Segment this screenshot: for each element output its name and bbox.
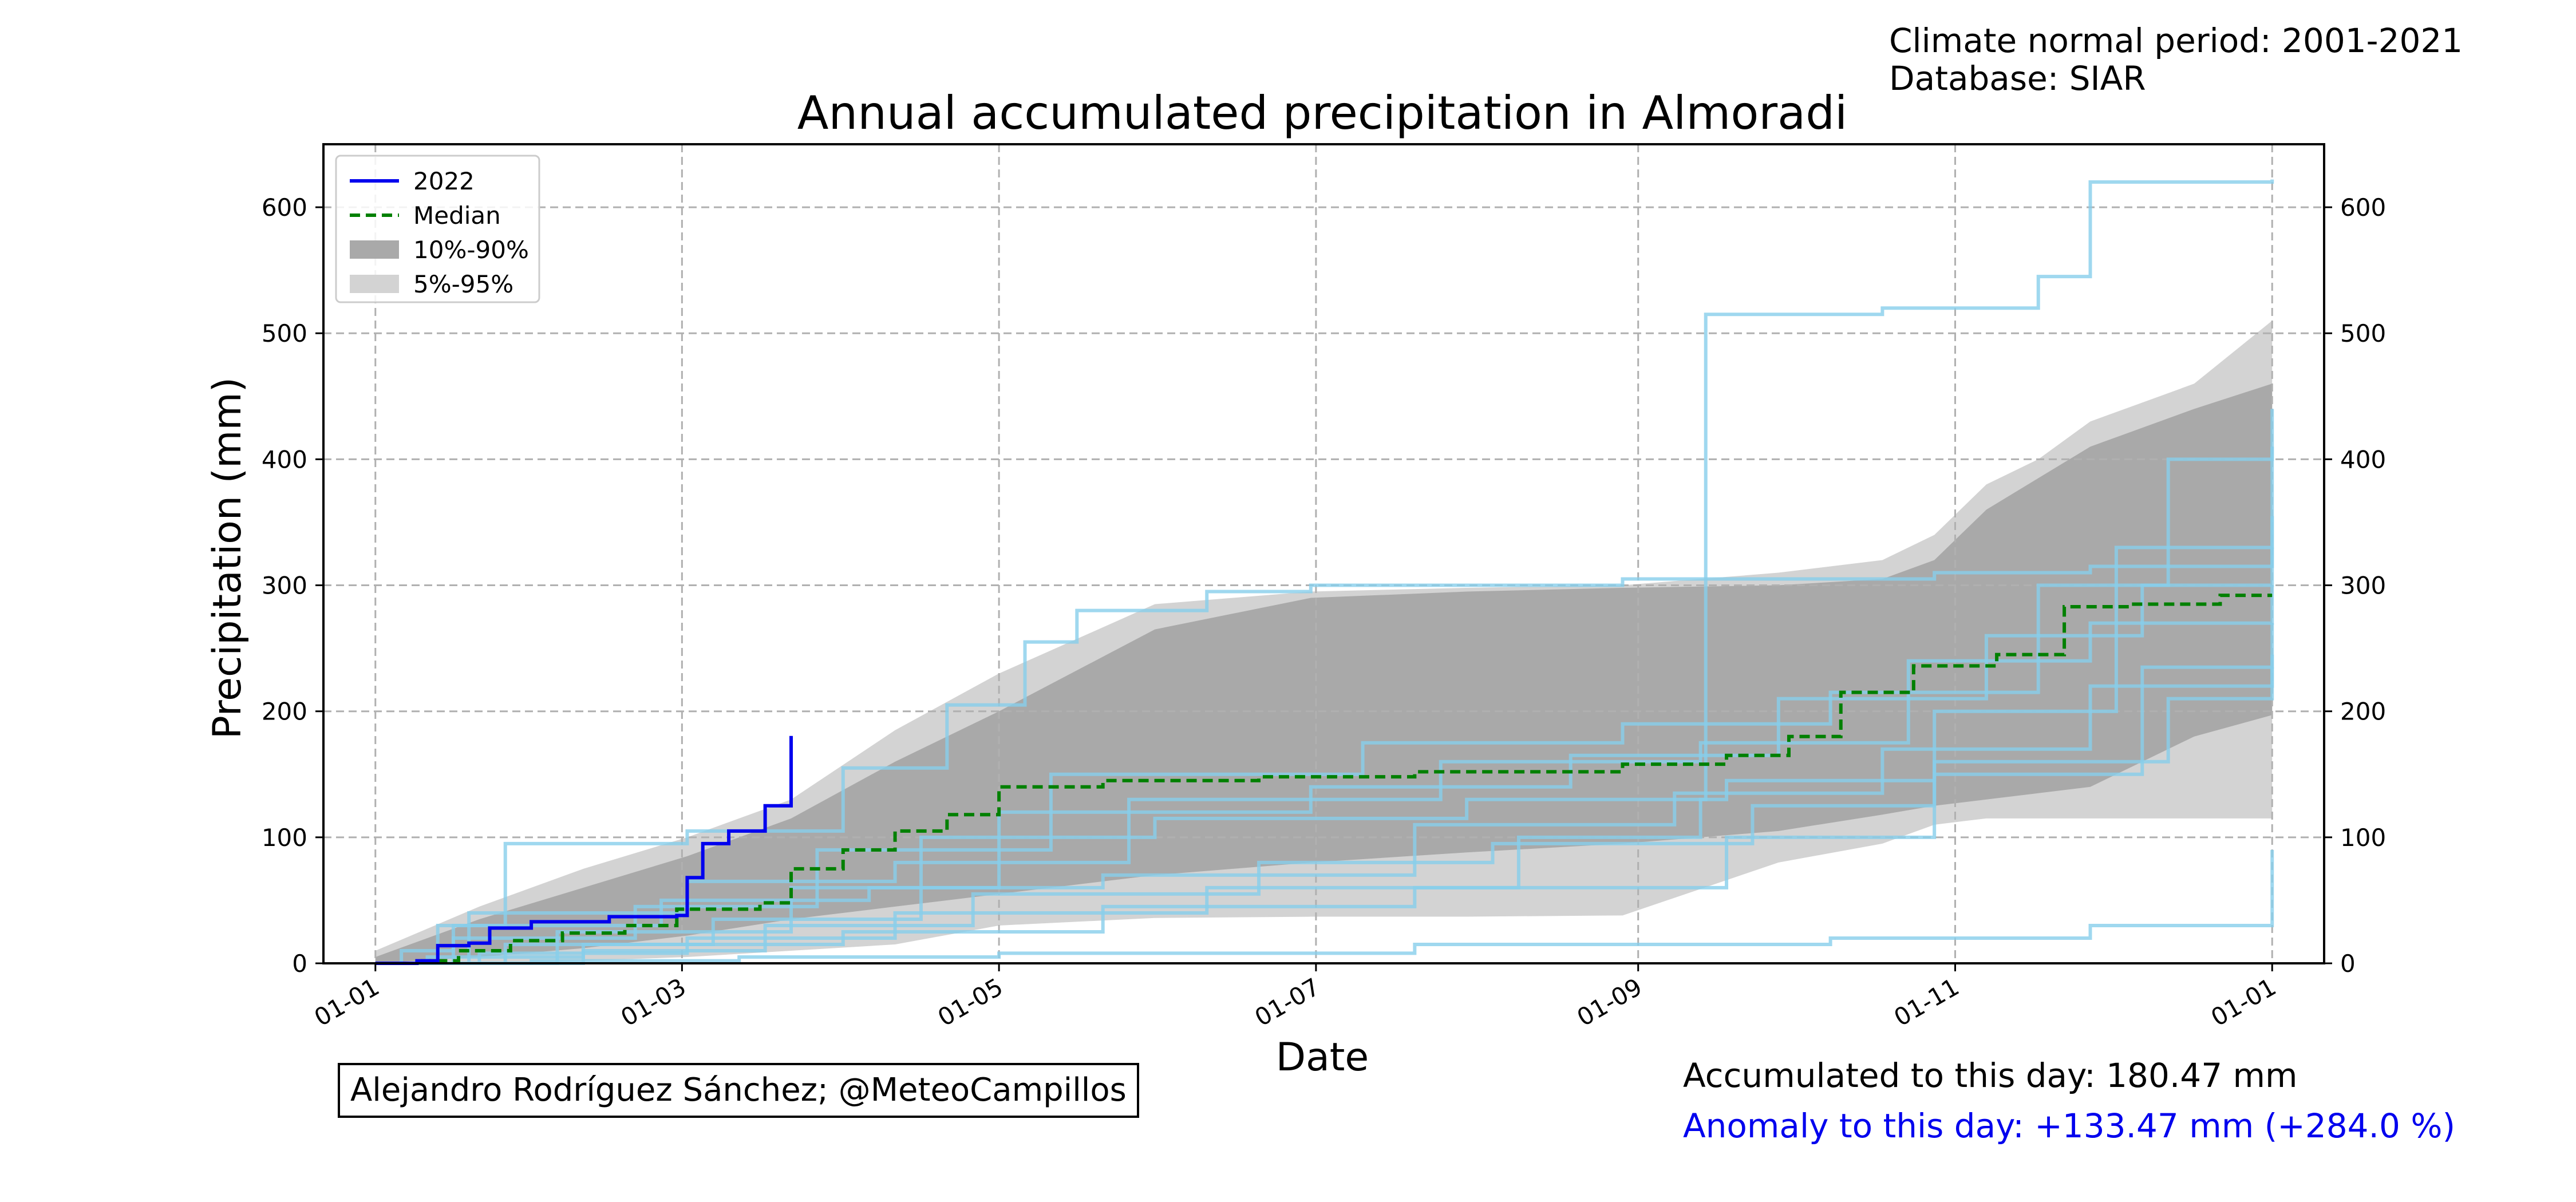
legend-swatch-10-90: [350, 240, 399, 259]
y-tick-label-right: 300: [2340, 572, 2386, 600]
y-tick-label: 300: [262, 572, 307, 600]
x-tick-label: 01-05: [933, 972, 1008, 1031]
history-line: [375, 623, 2274, 965]
line-2022: [375, 736, 793, 965]
anomaly-text: Anomaly to this day: +133.47 mm (+284.0 …: [1683, 1106, 2456, 1145]
chart-title: Annual accumulated precipitation in Almo…: [797, 86, 1847, 140]
x-tick-label: 01-09: [1573, 972, 1647, 1031]
credit-box: Alejandro Rodríguez Sánchez; @MeteoCampi…: [338, 1063, 1139, 1118]
y-tick-label-right: 100: [2340, 824, 2386, 852]
y-axis-label: Precipitation (mm): [205, 377, 250, 739]
history-line: [375, 409, 2274, 965]
history-line: [375, 516, 2274, 965]
y-tick-label-right: 500: [2340, 319, 2386, 347]
y-tick-label: 100: [262, 824, 307, 852]
plot-area: 0 0 100 100 200 200 300 300 400 400 500 500 600 600 01…: [262, 143, 2386, 1032]
climate-period-text: Climate normal period: 2001-2021: [1889, 21, 2463, 60]
band-10-90: [375, 383, 2273, 963]
legend-box: [335, 155, 540, 303]
legend-label: 2022: [413, 167, 475, 195]
y-tick-label: 500: [262, 319, 307, 347]
y-tick-label-right: 200: [2340, 698, 2386, 726]
y-tick-label: 0: [292, 950, 307, 978]
legend-label: 10%-90%: [413, 236, 529, 264]
accumulated-text: Accumulated to this day: 180.47 mm: [1683, 1056, 2298, 1095]
x-tick-label: 01-07: [1250, 972, 1325, 1031]
median-line: [375, 594, 2273, 965]
database-text: Database: SIAR: [1889, 59, 2146, 98]
legend-label: 5%-95%: [413, 270, 513, 298]
history-line: [375, 849, 2274, 965]
y-tick-label-right: 0: [2340, 950, 2356, 978]
y-tick-label-right: 400: [2340, 445, 2386, 473]
x-tick-label: 01-11: [1889, 972, 1963, 1031]
x-axis-label: Date: [1276, 1035, 1369, 1080]
y-tick-label-right: 600: [2340, 193, 2386, 222]
legend-label: Median: [413, 201, 501, 230]
history-line: [375, 446, 2274, 965]
legend-swatch-5-95: [350, 275, 399, 293]
y-tick-label: 200: [262, 698, 307, 726]
y-tick-label: 600: [262, 193, 307, 222]
x-tick-label: 01-01: [310, 972, 384, 1031]
y-tick-label: 400: [262, 445, 307, 473]
climate-info: Climate normal period: 2001-2021 Databas…: [1889, 22, 2463, 97]
plot-frame: [322, 143, 2325, 964]
x-tick-label: 01-01: [2206, 972, 2281, 1031]
x-tick-label: 01-03: [616, 972, 690, 1031]
